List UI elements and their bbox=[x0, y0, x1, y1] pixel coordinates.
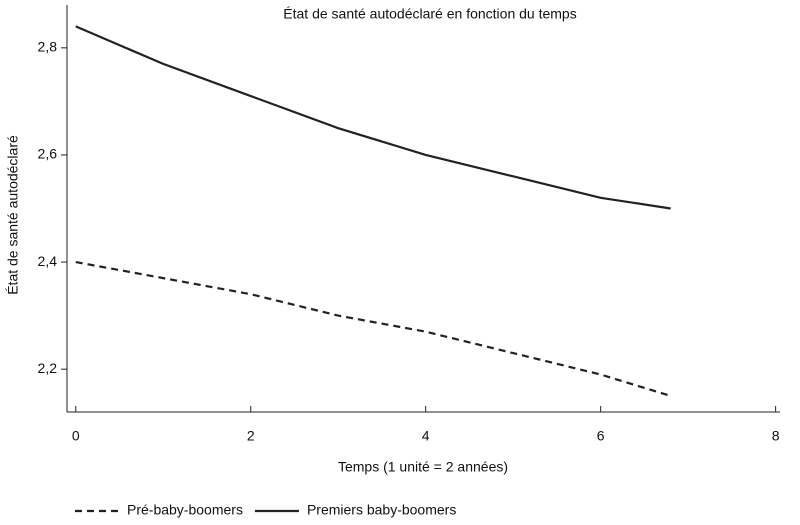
legend-label: Pré-baby-boomers bbox=[127, 502, 243, 518]
x-tick-label: 6 bbox=[597, 428, 605, 444]
x-axis-label: Temps (1 unité = 2 années) bbox=[338, 459, 508, 475]
x-tick-label: 2 bbox=[247, 428, 255, 444]
line-series bbox=[75, 260, 671, 397]
legend-label: Premiers baby-boomers bbox=[307, 502, 456, 518]
y-tick-label: 2,2 bbox=[38, 360, 58, 376]
line-series bbox=[75, 25, 671, 210]
x-tick-label: 0 bbox=[72, 428, 80, 444]
y-axis-label: État de santé autodéclaré bbox=[5, 135, 21, 295]
y-tick-label: 2,8 bbox=[38, 39, 58, 55]
y-tick-label: 2,6 bbox=[38, 146, 58, 162]
x-tick-label: 4 bbox=[422, 428, 430, 444]
x-tick-label: 8 bbox=[772, 428, 780, 444]
chart-title: État de santé autodéclaré en fonction du… bbox=[283, 6, 576, 22]
y-tick-label: 2,4 bbox=[38, 253, 58, 269]
